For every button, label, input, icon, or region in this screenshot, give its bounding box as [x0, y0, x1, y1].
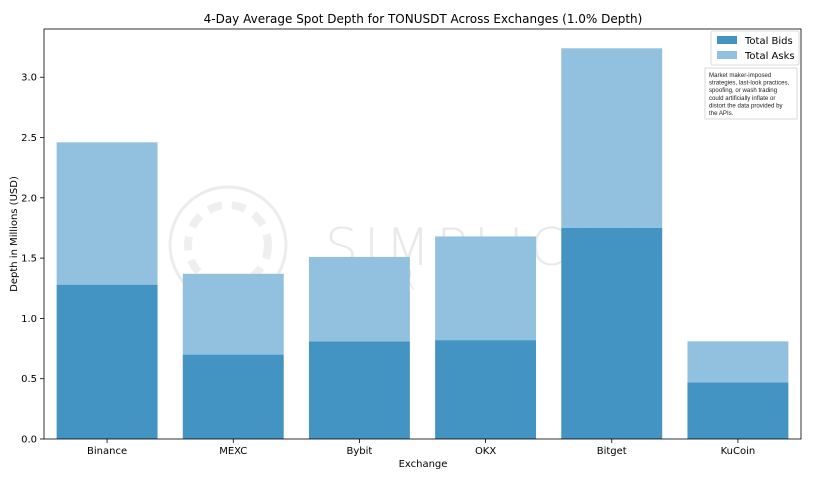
bar-total-bids-bitget [561, 227, 663, 439]
bar-total-asks-kucoin [687, 341, 789, 383]
annotation-line: distort the data provided by [709, 102, 783, 109]
x-tick-label-kucoin: KuCoin [721, 446, 756, 457]
x-tick-label-bitget: Bitget [597, 446, 627, 457]
legend-swatch-total-asks [717, 51, 737, 59]
annotation-line: Market maker-imposed [709, 72, 771, 79]
bar-total-bids-mexc [182, 354, 284, 439]
chart-title: 4-Day Average Spot Depth for TONUSDT Acr… [204, 12, 643, 26]
x-tick-label-bybit: Bybit [347, 446, 373, 457]
y-tick-label: 0.5 [21, 374, 37, 385]
x-axis: Binance MEXC Bybit OKX Bitget KuCoin [87, 439, 755, 457]
watermark-gear [184, 201, 272, 289]
legend-label-total-asks: Total Asks [744, 51, 795, 62]
bar-total-asks-okx [435, 236, 537, 341]
annotation-line: spoofing, or wash trading [709, 87, 777, 94]
y-axis: 0.0 0.5 1.0 1.5 2.0 2.5 3.0 [21, 73, 44, 446]
y-axis-label: Depth in Millions (USD) [9, 176, 20, 292]
bar-total-asks-binance [56, 142, 158, 285]
bar-total-asks-mexc [182, 273, 284, 355]
x-tick-label-binance: Binance [87, 446, 127, 457]
legend: Total Bids Total Asks [710, 30, 800, 66]
bars-layer [56, 48, 789, 439]
annotation-line: could artificially inflate or [709, 95, 775, 102]
bar-total-bids-binance [56, 284, 158, 439]
plot-frame [43, 28, 802, 440]
x-axis-label: Exchange [399, 459, 448, 470]
bar-total-asks-bitget [561, 48, 663, 228]
y-tick-label: 3.0 [21, 73, 37, 84]
legend-label-total-bids: Total Bids [744, 36, 793, 47]
annotation-line: strategies, last-look practices, [709, 80, 790, 87]
x-tick-label-mexc: MEXC [219, 446, 247, 457]
bar-total-bids-okx [435, 340, 537, 439]
y-tick-label: 1.0 [21, 314, 37, 325]
x-tick-label-okx: OKX [475, 446, 496, 457]
bar-total-bids-kucoin [687, 382, 789, 439]
legend-swatch-total-bids [717, 36, 737, 44]
y-tick-label: 2.5 [21, 133, 37, 144]
bar-total-asks-bybit [308, 256, 410, 342]
y-tick-label: 2.0 [21, 193, 37, 204]
annotation-frame [704, 67, 798, 120]
bar-total-bids-bybit [308, 341, 410, 439]
y-tick-label: 1.5 [21, 254, 37, 265]
annotation-line: the APIs. [709, 110, 734, 117]
y-tick-label: 0.0 [21, 435, 37, 446]
